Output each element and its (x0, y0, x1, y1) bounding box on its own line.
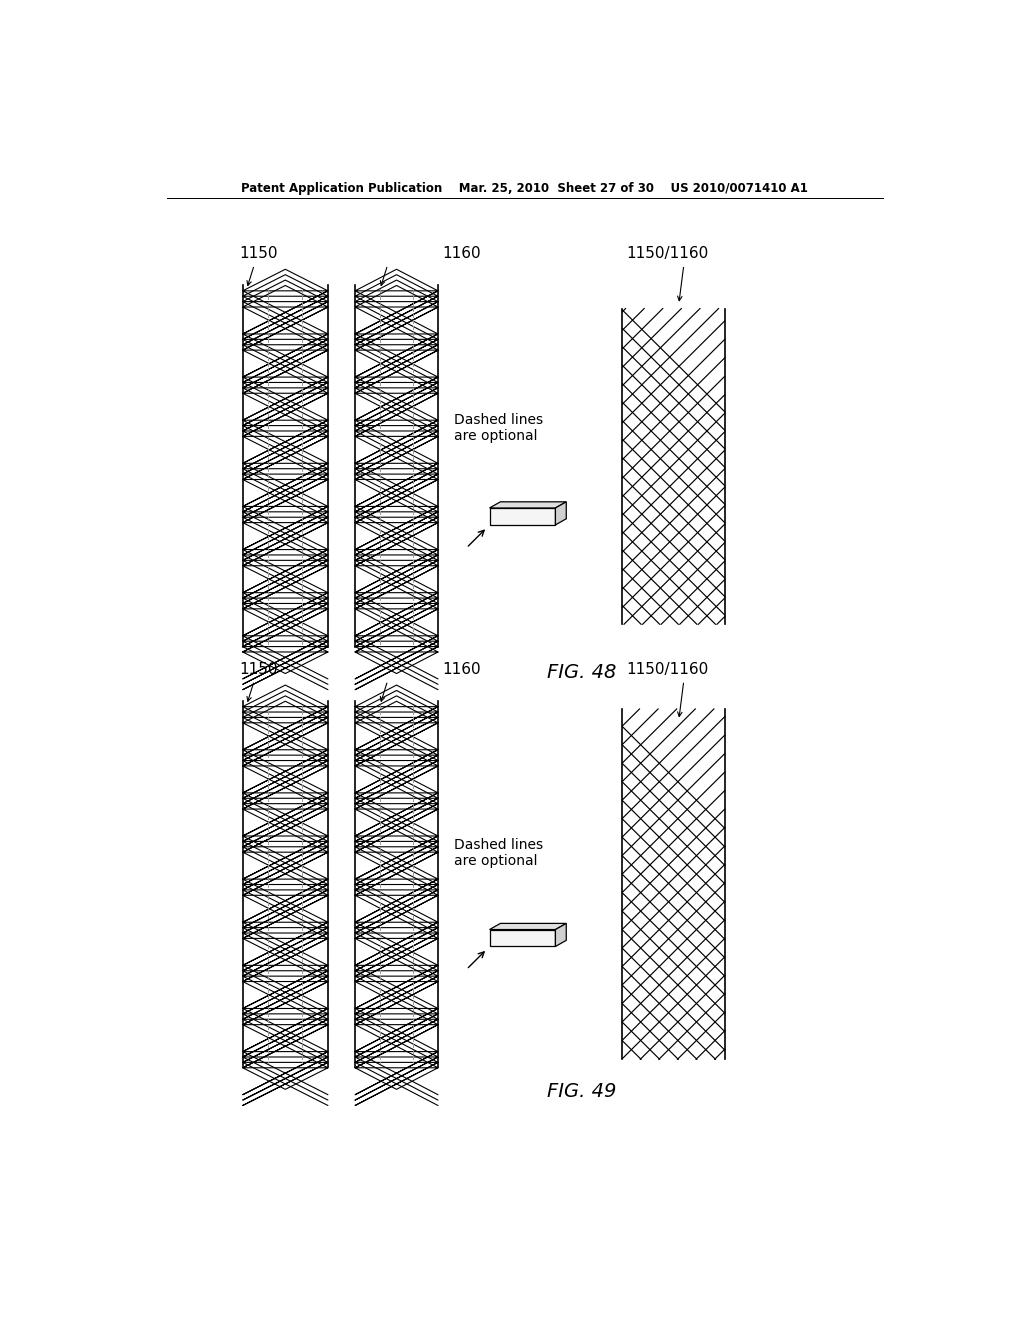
Text: Dashed lines
are optional: Dashed lines are optional (454, 413, 543, 444)
Text: Dashed lines
are optional: Dashed lines are optional (454, 838, 543, 869)
Polygon shape (489, 929, 555, 946)
Text: 1150: 1150 (239, 661, 278, 677)
Polygon shape (489, 924, 566, 929)
Polygon shape (489, 508, 555, 525)
Text: 1160: 1160 (442, 661, 480, 677)
Text: 1150: 1150 (239, 246, 278, 261)
Text: Patent Application Publication    Mar. 25, 2010  Sheet 27 of 30    US 2010/00714: Patent Application Publication Mar. 25, … (242, 182, 808, 194)
Polygon shape (555, 502, 566, 525)
Polygon shape (555, 924, 566, 946)
Text: 1160: 1160 (442, 246, 480, 261)
Polygon shape (489, 502, 566, 508)
Text: FIG. 49: FIG. 49 (547, 1082, 616, 1101)
Text: 1150/1160: 1150/1160 (627, 661, 709, 677)
Text: FIG. 48: FIG. 48 (547, 663, 616, 681)
Text: 1150/1160: 1150/1160 (627, 246, 709, 261)
